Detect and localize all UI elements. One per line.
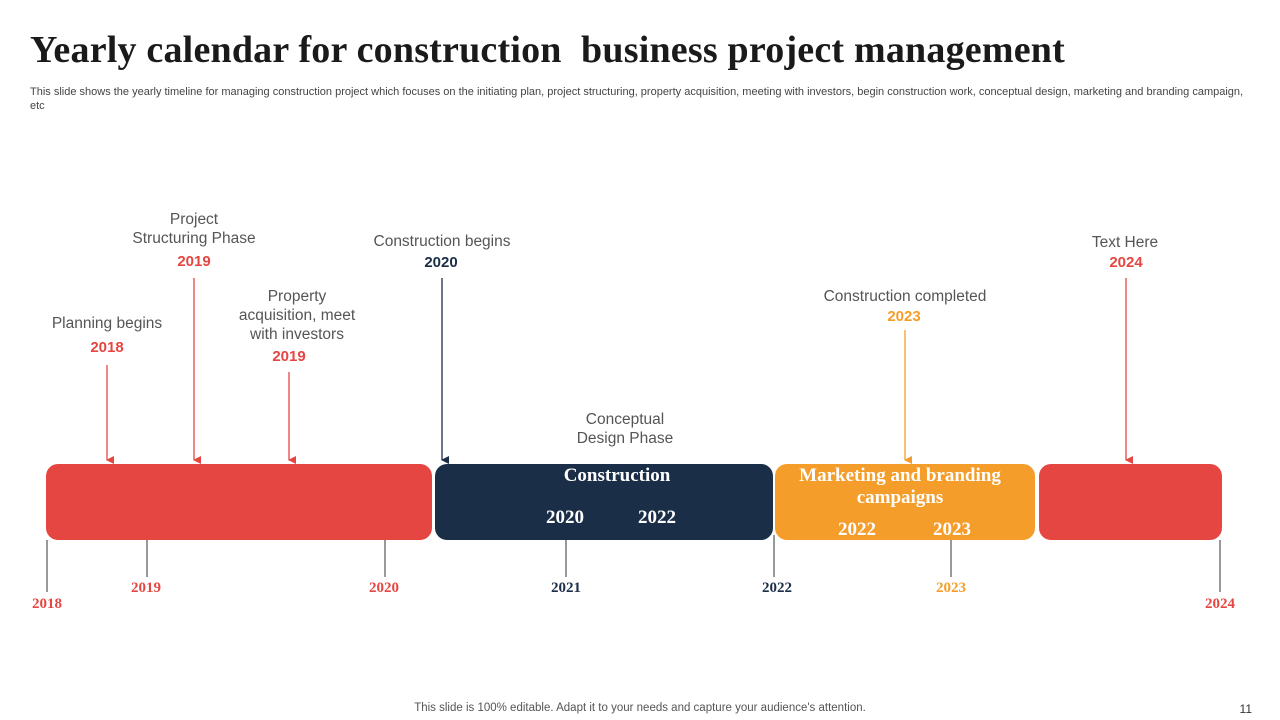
axis-year-2022: 2022 <box>762 580 792 596</box>
marketing-bar-start-year: 2022 <box>838 519 876 540</box>
milestone-conceptual-design-label: Conceptual Design Phase <box>576 411 674 447</box>
milestone-structuring-label: Project Structuring Phase <box>132 211 256 247</box>
milestone-structuring-year: 2019 <box>177 253 211 270</box>
axis-year-2024: 2024 <box>1205 596 1235 612</box>
footer-note: This slide is 100% editable. Adapt it to… <box>414 702 866 714</box>
marketing-bar-end-year: 2023 <box>933 519 971 540</box>
milestone-construction-completed-year: 2023 <box>887 308 921 325</box>
axis-year-2021: 2021 <box>551 580 581 596</box>
page-title: Yearly calendar for construction busines… <box>30 29 1065 71</box>
timeline-bar-marketing <box>775 464 1035 540</box>
axis-year-2020: 2020 <box>369 580 399 596</box>
axis-year-2019: 2019 <box>131 580 161 596</box>
milestone-construction-begins-label: Construction begins <box>373 233 511 250</box>
timeline-bar-planning <box>46 464 432 540</box>
marketing-bar-title: Marketing and branding campaigns <box>799 465 1001 508</box>
axis-year-2018: 2018 <box>32 596 62 612</box>
construction-bar-end-year: 2022 <box>638 507 676 528</box>
milestone-property-label: Property acquisition, meet with investor… <box>238 288 356 343</box>
page-subtitle: This slide shows the yearly timeline for… <box>30 86 1244 112</box>
milestone-planning-label: Planning begins <box>51 315 163 332</box>
milestone-construction-completed-label: Construction completed <box>823 288 987 305</box>
construction-bar-title: Construction <box>563 465 671 486</box>
construction-bar-start-year: 2020 <box>546 507 584 528</box>
milestone-property-year: 2019 <box>272 348 306 365</box>
milestone-construction-begins-year: 2020 <box>424 254 458 271</box>
timeline-bar-final <box>1039 464 1222 540</box>
page-number: 11 <box>1239 702 1252 716</box>
milestone-text-here-year: 2024 <box>1109 254 1143 271</box>
milestone-planning-year: 2018 <box>90 339 124 356</box>
milestone-text-here-label: Text Here <box>1091 234 1159 251</box>
axis-year-2023: 2023 <box>936 580 966 596</box>
timeline-bar-construction <box>435 464 773 540</box>
